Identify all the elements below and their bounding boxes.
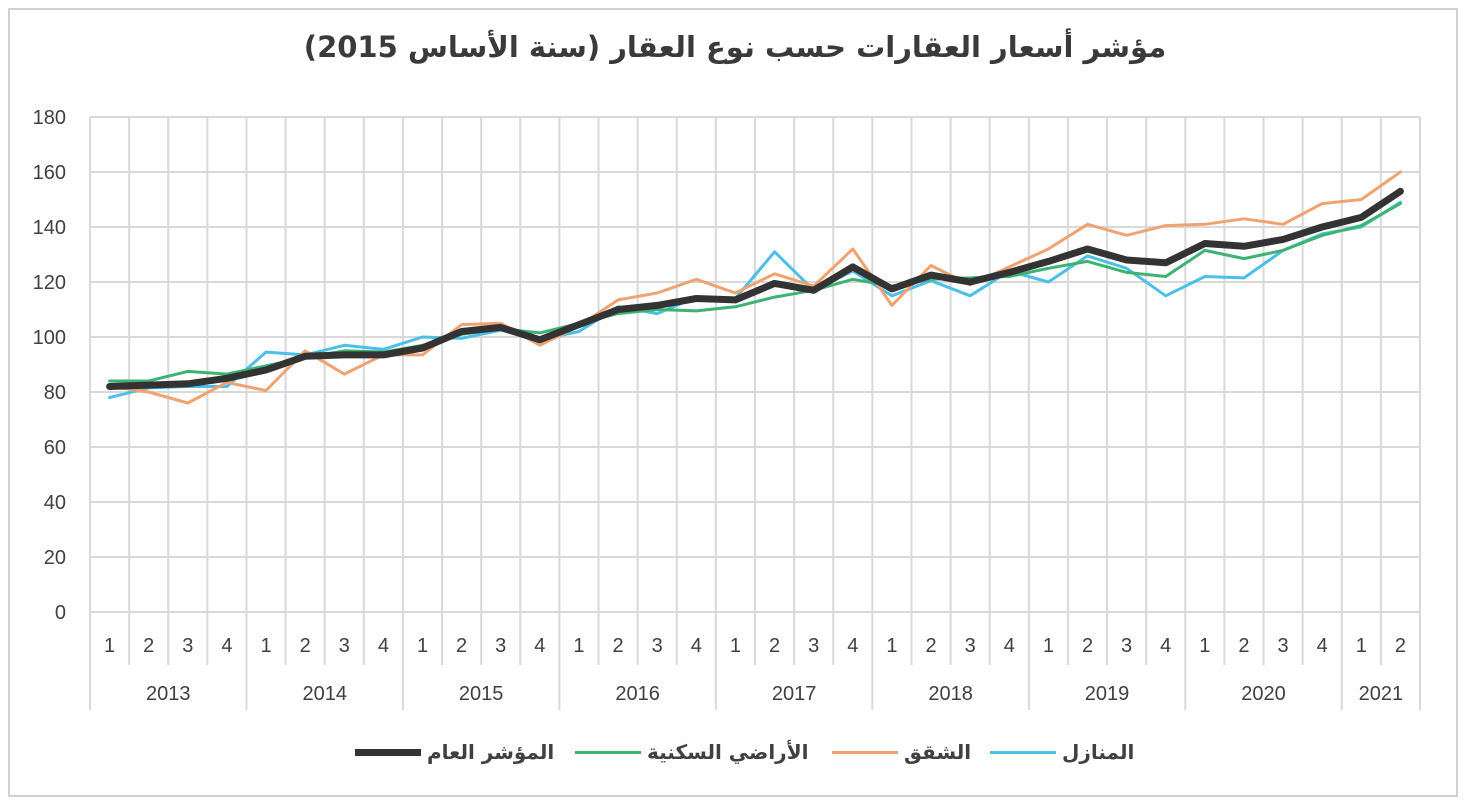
x-tick-label: 2	[456, 635, 467, 657]
x-tick-label: 4	[691, 635, 702, 657]
x-tick-label: 3	[808, 635, 819, 657]
chart-legend: المؤشر العام الأراضي السكنية الشقق المنازل	[0, 734, 1470, 770]
x-tick-label: 2	[1395, 635, 1406, 657]
series-line	[108, 170, 1402, 405]
year-label: 2013	[146, 683, 191, 705]
x-tick-label: 1	[730, 635, 741, 657]
y-tick-label: 180	[33, 107, 66, 129]
x-tick-label: 1	[417, 635, 428, 657]
y-tick-label: 100	[33, 327, 66, 349]
x-tick-label: 3	[339, 635, 350, 657]
legend-label: المنازل	[1062, 740, 1135, 764]
x-tick-label: 4	[1004, 635, 1015, 657]
year-label: 2018	[928, 683, 973, 705]
y-tick-label: 20	[44, 547, 66, 569]
x-tick-label: 4	[1160, 635, 1171, 657]
year-label: 2021	[1359, 683, 1404, 705]
legend-label: المؤشر العام	[427, 740, 555, 764]
chart-title: مؤشر أسعار العقارات حسب نوع العقار (سنة …	[303, 30, 1167, 64]
x-tick-label: 1	[1356, 635, 1367, 657]
series-line	[108, 200, 1402, 399]
x-tick-label: 1	[886, 635, 897, 657]
x-tick-label: 2	[1238, 635, 1249, 657]
legend-label: الأراضي السكنية	[647, 740, 809, 764]
legend-swatch	[990, 750, 1056, 754]
x-tick-label: 4	[221, 635, 232, 657]
x-tick-label: 2	[1082, 635, 1093, 657]
y-tick-label: 0	[55, 602, 66, 624]
year-label: 2016	[615, 683, 660, 705]
x-tick-label: 4	[534, 635, 545, 657]
chart-frame	[8, 8, 1458, 797]
x-tick-label: 3	[1121, 635, 1132, 657]
y-tick-label: 160	[33, 162, 66, 184]
year-label: 2019	[1085, 683, 1130, 705]
legend-swatch	[575, 750, 641, 754]
legend-swatch	[355, 748, 421, 756]
x-tick-label: 3	[1278, 635, 1289, 657]
x-tick-label: 4	[847, 635, 858, 657]
legend-swatch	[832, 750, 898, 754]
x-tick-label: 3	[495, 635, 506, 657]
x-tick-label: 3	[652, 635, 663, 657]
x-tick-label: 2	[925, 635, 936, 657]
x-tick-label: 1	[1043, 635, 1054, 657]
year-label: 2014	[302, 683, 347, 705]
x-tick-label: 3	[965, 635, 976, 657]
y-tick-label: 60	[44, 437, 66, 459]
x-tick-label: 2	[300, 635, 311, 657]
y-tick-label: 80	[44, 382, 66, 404]
x-tick-label: 4	[378, 635, 389, 657]
x-tick-label: 1	[1199, 635, 1210, 657]
legend-item: الشقق	[832, 734, 971, 770]
year-label: 2017	[772, 683, 817, 705]
y-tick-label: 120	[33, 272, 66, 294]
x-tick-label: 1	[573, 635, 584, 657]
x-tick-label: 3	[182, 635, 193, 657]
year-label: 2015	[459, 683, 504, 705]
year-label: 2020	[1241, 683, 1286, 705]
x-tick-label: 2	[769, 635, 780, 657]
legend-label: الشقق	[904, 740, 972, 764]
legend-item: المنازل	[990, 734, 1134, 770]
y-tick-label: 140	[33, 217, 66, 239]
x-tick-label: 2	[613, 635, 624, 657]
x-tick-label: 1	[260, 635, 271, 657]
y-tick-label: 40	[44, 492, 66, 514]
x-tick-label: 1	[104, 635, 115, 657]
legend-item: المؤشر العام	[355, 734, 554, 770]
x-tick-label: 2	[143, 635, 154, 657]
series-line	[106, 187, 1404, 390]
legend-item: الأراضي السكنية	[575, 734, 808, 770]
x-tick-label: 4	[1317, 635, 1328, 657]
